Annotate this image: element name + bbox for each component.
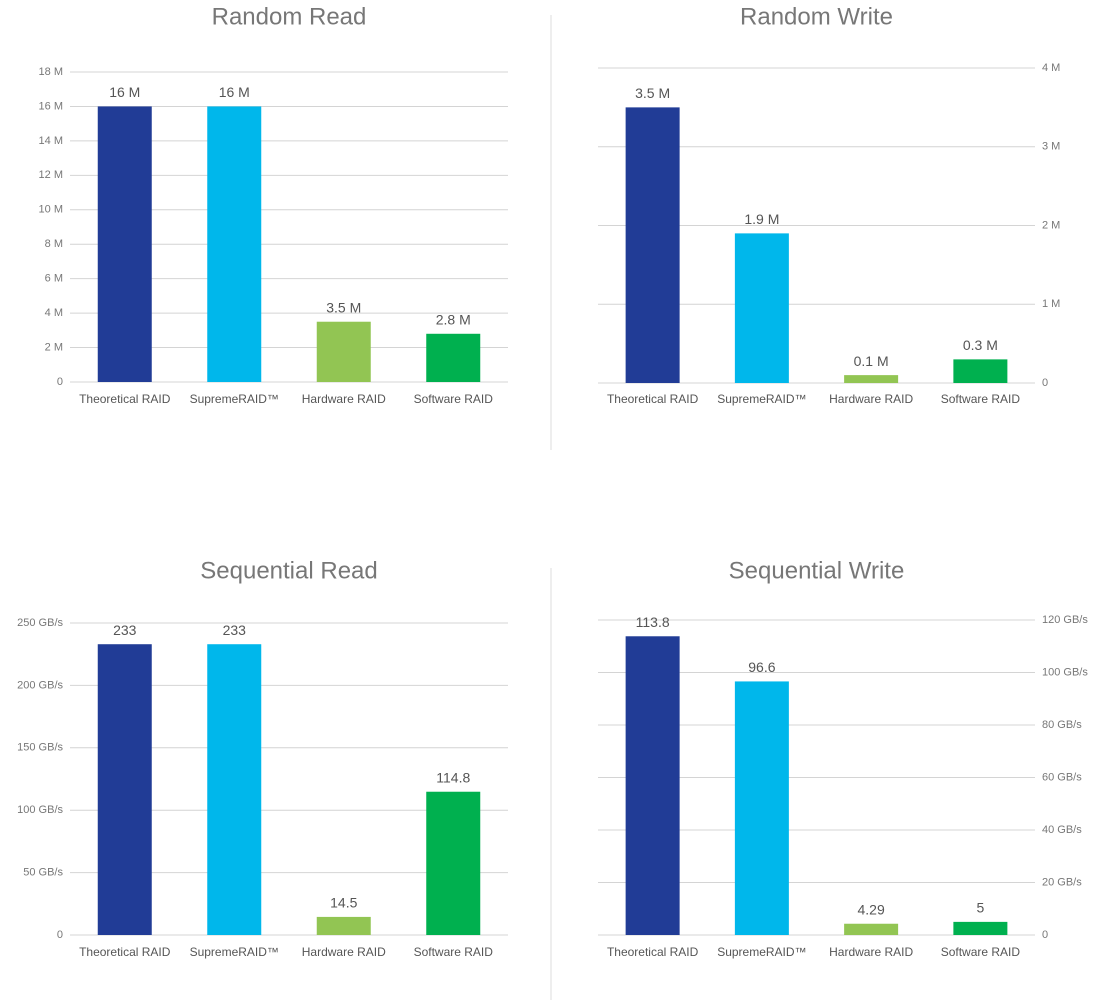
- y-tick-label: 80 GB/s: [1042, 719, 1082, 731]
- bar: [734, 681, 789, 935]
- value-label: 2.8 M: [436, 311, 471, 327]
- value-label: 5: [976, 900, 984, 916]
- y-tick-label: 2 M: [45, 341, 63, 353]
- y-tick-label: 2 M: [1042, 219, 1060, 231]
- y-tick-label: 14 M: [39, 135, 63, 147]
- x-tick-label: Hardware RAID: [302, 945, 386, 959]
- value-label: 3.5 M: [326, 299, 361, 315]
- y-tick-label: 1 M: [1042, 298, 1060, 310]
- bar: [316, 916, 371, 935]
- chart-title: Random Write: [740, 3, 893, 30]
- y-tick-label: 100 GB/s: [17, 804, 63, 816]
- x-tick-label: Hardware RAID: [829, 392, 913, 406]
- value-label: 4.29: [858, 901, 885, 917]
- y-tick-label: 120 GB/s: [1042, 614, 1088, 626]
- value-label: 233: [113, 622, 137, 638]
- x-tick-label: SupremeRAID™: [190, 945, 279, 959]
- y-tick-label: 0: [57, 376, 63, 388]
- chart-title: Sequential Write: [729, 557, 905, 584]
- y-tick-label: 0: [57, 929, 63, 941]
- y-tick-label: 4 M: [45, 307, 63, 319]
- y-tick-label: 50 GB/s: [23, 867, 63, 879]
- value-label: 3.5 M: [635, 85, 670, 101]
- x-tick-label: Theoretical RAID: [607, 945, 699, 959]
- bar: [953, 921, 1008, 935]
- x-tick-label: SupremeRAID™: [717, 945, 806, 959]
- chart-title: Sequential Read: [200, 557, 377, 584]
- y-tick-label: 0: [1042, 929, 1048, 941]
- value-label: 16 M: [219, 84, 250, 100]
- y-tick-label: 20 GB/s: [1042, 876, 1082, 888]
- y-tick-label: 200 GB/s: [17, 679, 63, 691]
- y-tick-label: 18 M: [39, 66, 63, 78]
- x-tick-label: Software RAID: [941, 392, 1021, 406]
- y-tick-label: 0: [1042, 377, 1048, 389]
- x-tick-label: Theoretical RAID: [79, 945, 171, 959]
- bar: [953, 359, 1008, 383]
- bar: [625, 636, 680, 935]
- y-tick-label: 250 GB/s: [17, 617, 63, 629]
- bar: [426, 791, 481, 935]
- y-tick-label: 60 GB/s: [1042, 771, 1082, 783]
- y-tick-label: 40 GB/s: [1042, 824, 1082, 836]
- chart-title: Random Read: [212, 3, 367, 30]
- bar: [625, 107, 680, 383]
- bar: [207, 106, 262, 382]
- x-tick-label: Hardware RAID: [302, 392, 386, 406]
- bar: [734, 233, 789, 383]
- bar: [97, 644, 152, 935]
- x-tick-label: SupremeRAID™: [190, 392, 279, 406]
- x-tick-label: Software RAID: [414, 945, 494, 959]
- x-tick-label: SupremeRAID™: [717, 392, 806, 406]
- y-tick-label: 150 GB/s: [17, 742, 63, 754]
- x-tick-label: Theoretical RAID: [607, 392, 699, 406]
- value-label: 113.8: [636, 614, 670, 630]
- y-tick-label: 100 GB/s: [1042, 666, 1088, 678]
- value-label: 14.5: [330, 895, 357, 911]
- y-tick-label: 16 M: [39, 100, 63, 112]
- value-label: 0.1 M: [854, 353, 889, 369]
- value-label: 114.8: [436, 769, 470, 785]
- bar: [316, 321, 371, 382]
- value-label: 233: [223, 622, 247, 638]
- y-tick-label: 6 M: [45, 273, 63, 285]
- x-tick-label: Software RAID: [414, 392, 494, 406]
- x-tick-label: Software RAID: [941, 945, 1021, 959]
- bar: [97, 106, 152, 382]
- bar: [844, 375, 899, 383]
- value-label: 0.3 M: [963, 337, 998, 353]
- y-tick-label: 12 M: [39, 169, 63, 181]
- bar: [207, 644, 262, 935]
- y-tick-label: 8 M: [45, 238, 63, 250]
- x-tick-label: Theoretical RAID: [79, 392, 171, 406]
- bar: [426, 333, 481, 382]
- value-label: 16 M: [109, 84, 140, 100]
- x-tick-label: Hardware RAID: [829, 945, 913, 959]
- y-tick-label: 10 M: [39, 204, 63, 216]
- y-tick-label: 4 M: [1042, 62, 1060, 74]
- value-label: 1.9 M: [744, 211, 779, 227]
- y-tick-label: 3 M: [1042, 141, 1060, 153]
- bar: [844, 923, 899, 935]
- value-label: 96.6: [748, 659, 775, 675]
